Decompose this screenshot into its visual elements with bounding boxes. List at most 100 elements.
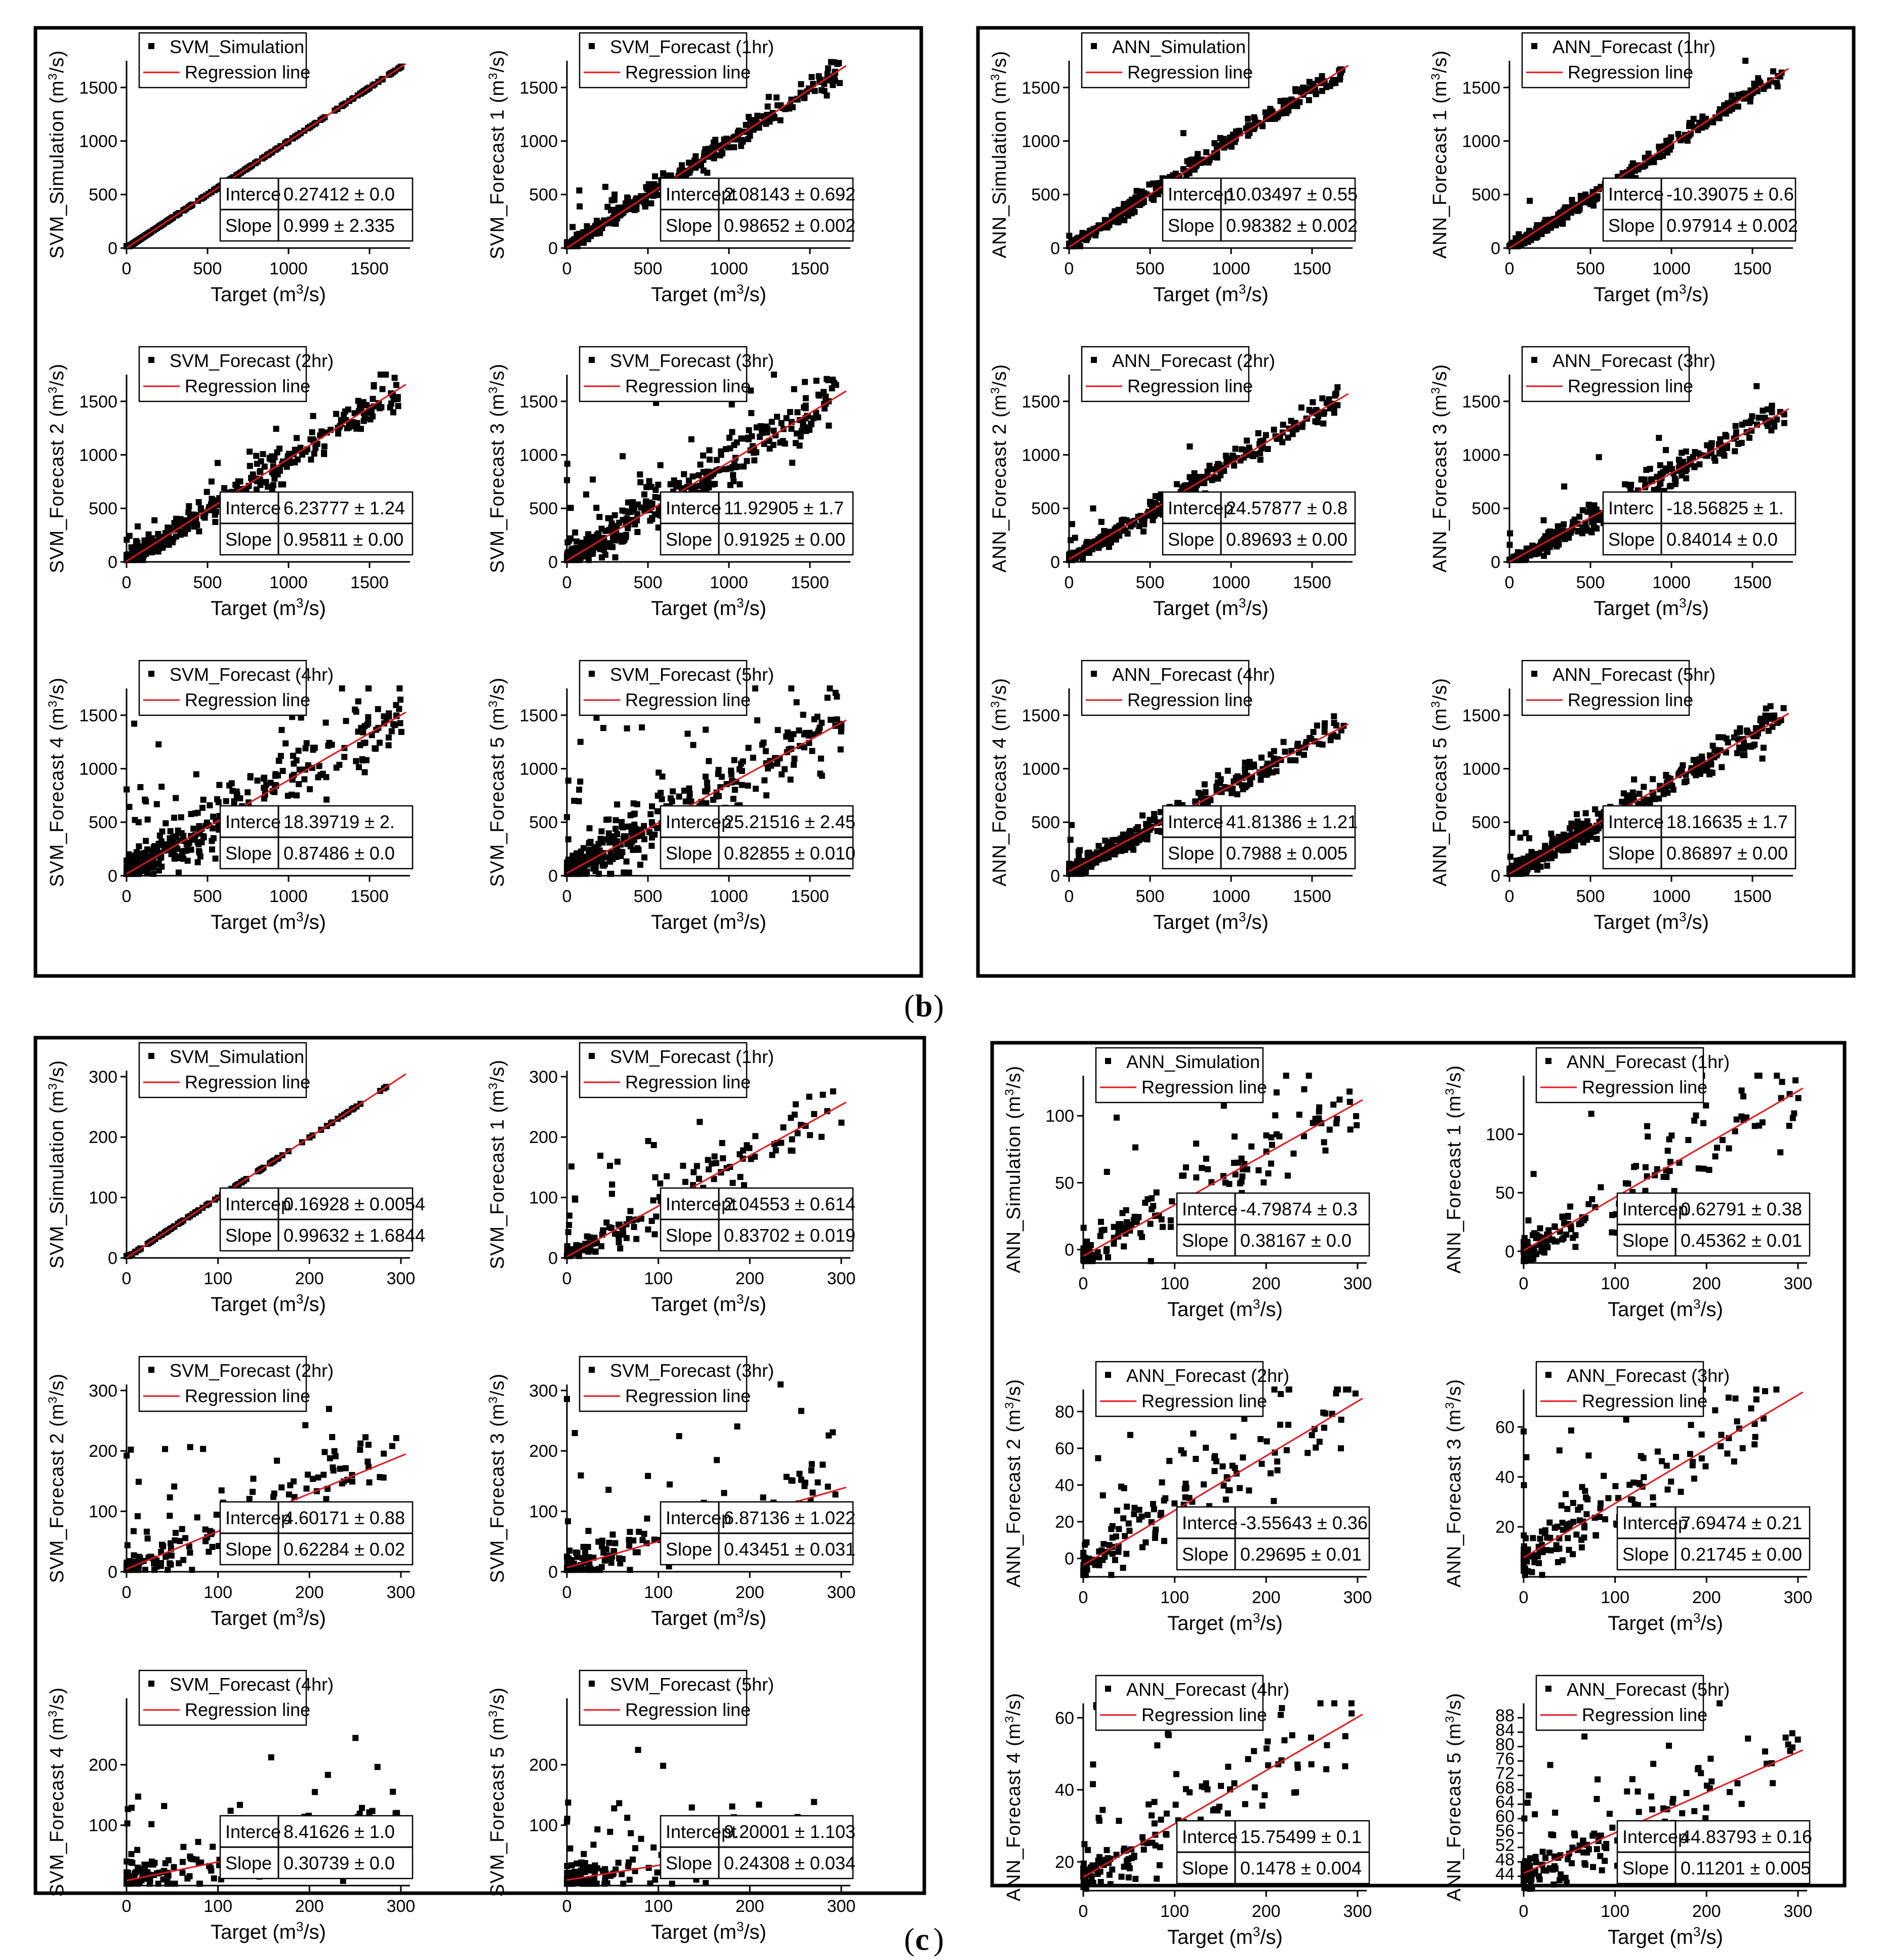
chart-b-ann-f1-point-343 xyxy=(1666,137,1673,144)
chart-b-svm-f1-point-77 xyxy=(777,117,784,124)
chart-b-ann-sim-point-360 xyxy=(1327,83,1333,90)
chart-b-ann-sim-point-399 xyxy=(1180,130,1187,136)
chart-b-svm-f2-point-169 xyxy=(357,426,364,432)
chart-b-svm-f3-point-207 xyxy=(726,434,733,441)
chart-b-svm-f1-point-306 xyxy=(712,137,719,143)
chart-b-svm-f2-point-409 xyxy=(235,478,241,484)
chart-b-ann-f5-x-tick-label-2: 1000 xyxy=(1652,887,1691,906)
chart-b-svm-f3-point-200 xyxy=(623,532,629,538)
chart-b-svm-f1-point-375 xyxy=(830,81,836,88)
chart-b-svm-f1-x-tick-label-3: 1500 xyxy=(791,259,829,278)
chart-b-svm-f3-x-label-part-0: Target (m xyxy=(651,597,737,620)
chart-b-ann-f4-point-396 xyxy=(1130,846,1137,853)
chart-b-svm-sim-stats-intercept-value: 0.27412 ± 0.0 xyxy=(283,184,395,205)
chart-b-ann-f4-point-17 xyxy=(1321,728,1328,735)
chart-b-ann-f1-stats-slope-label: Slope xyxy=(1608,215,1655,236)
chart-b-svm-f5-point-393 xyxy=(704,780,710,786)
chart-b-svm-f3-point-349 xyxy=(789,460,796,466)
chart-b-svm-f4-point-278 xyxy=(277,753,284,759)
chart-b-svm-f4-point-177 xyxy=(215,799,222,805)
chart-b-svm-f5-point-365 xyxy=(706,758,712,764)
chart-b-ann-f4-point-357 xyxy=(1321,722,1328,729)
chart-b-svm-f1-point-330 xyxy=(584,223,590,229)
chart-b-svm-f1-point-393 xyxy=(692,165,699,171)
chart-b-svm-f3-point-373 xyxy=(788,426,795,432)
chart-b-svm-f3-point-110 xyxy=(590,476,596,483)
chart-b-svm-f3-point-5 xyxy=(625,499,631,506)
chart-b-svm-f3-legend-marker xyxy=(589,357,595,363)
chart-b-ann-f3-point-58 xyxy=(1628,481,1634,488)
chart-b-svm-f5-point-154 xyxy=(612,817,619,824)
chart-b-svm-f5-point-270 xyxy=(817,770,824,777)
chart-b-svm-f2-point-84 xyxy=(309,429,315,435)
chart-b-svm-f2-point-301 xyxy=(371,383,377,390)
chart-b-ann-f2-x-label: Target (m3/s) xyxy=(1153,595,1269,620)
chart-b-svm-f3-point-312 xyxy=(700,469,707,475)
chart-b-svm-f3-point-284 xyxy=(778,420,785,426)
chart-b-svm-f4-x-tick-label-0: 0 xyxy=(122,887,132,906)
chart-b-svm-f4-point-247 xyxy=(162,820,169,827)
chart-b-svm-f5-point-318 xyxy=(619,823,625,830)
chart-b-svm-f4-point-341 xyxy=(262,786,268,792)
chart-b-ann-f3-point-337 xyxy=(1735,440,1742,447)
chart-b-ann-f3-point-340 xyxy=(1657,470,1664,477)
chart-b-ann-sim-y-tick-label-1: 500 xyxy=(1031,185,1060,205)
chart-b-ann-f3-point-404 xyxy=(1518,557,1524,563)
chart-b-ann-f3-point-255 xyxy=(1622,481,1628,487)
chart-b-ann-f1-point-396 xyxy=(1699,113,1706,120)
chart-b-svm-f2-legend xyxy=(138,346,307,402)
chart-b-ann-f4-point-193 xyxy=(1282,748,1288,755)
chart-b-svm-f2-y-label-part-2: /s) xyxy=(47,363,68,386)
chart-b-ann-f2-y-label-part-2: /s) xyxy=(989,364,1010,387)
chart-b-ann-f2-point-337 xyxy=(1113,535,1119,541)
chart-b-svm-f4-point-326 xyxy=(352,706,358,713)
chart-b-ann-sim-x-label-part-0: Target (m xyxy=(1153,283,1239,306)
chart-b-svm-f4-x-tick-label-1: 500 xyxy=(193,887,222,906)
chart-b-svm-f5-legend-regression-label: Regression line xyxy=(625,689,751,710)
chart-b-ann-f1-legend-marker xyxy=(1531,43,1537,49)
chart-b-ann-f2-point-260 xyxy=(1090,505,1096,512)
chart-b-svm-f4-stats-intercept-value: 18.39719 ± 2. xyxy=(283,811,395,832)
chart-b-svm-f4-point-210 xyxy=(290,753,297,759)
chart-b-ann-f1-y-tick-label-0: 0 xyxy=(1491,239,1500,258)
chart-b-svm-f4-point-393 xyxy=(124,866,131,873)
chart-b-ann-f2-point-391 xyxy=(1223,455,1230,462)
chart-b-ann-f4-y-label-part-2: /s) xyxy=(989,678,1010,701)
chart-b-ann-sim-point-395 xyxy=(1313,91,1320,97)
chart-b-svm-sim-y-tick-label-2: 1000 xyxy=(79,132,117,151)
chart-b-svm-f2-point-200 xyxy=(310,413,316,419)
chart-b-ann-f1-y-tick-label-3: 1500 xyxy=(1462,78,1500,98)
chart-b-svm-f3-point-97 xyxy=(802,395,809,401)
chart-b-svm-f3-point-390 xyxy=(805,424,811,431)
chart-b-svm-f2-y-label-part-0: SVM_Forecast 2 (m xyxy=(47,393,68,573)
chart-b-ann-f3-x-tick-label-2: 1000 xyxy=(1652,573,1691,592)
chart-b-ann-f1-stats-slope-value: 0.97914 ± 0.002 xyxy=(1666,215,1798,236)
chart-b-svm-f4-point-397 xyxy=(261,774,268,781)
chart-b-svm-f3-point-229 xyxy=(685,477,692,484)
chart-b-ann-f2-point-246 xyxy=(1331,410,1337,416)
chart-b-svm-f5-point-139 xyxy=(624,725,630,731)
chart-b-svm-f5-point-351 xyxy=(818,755,824,762)
chart-b-svm-f4-legend-marker xyxy=(148,671,154,677)
chart-b-svm-f5-point-97 xyxy=(752,685,758,691)
chart-b-svm-f4-x-label: Target (m3/s) xyxy=(211,909,326,933)
chart-b-svm-f4-point-70 xyxy=(216,782,223,788)
chart-b-svm-f4-legend-series-label: SVM_Forecast (4hr) xyxy=(170,664,334,685)
chart-b-svm-f2-point-297 xyxy=(394,396,401,402)
chart-b-svm-f4-point-293 xyxy=(174,854,181,861)
chart-b-svm-f1-regression-line xyxy=(566,65,847,249)
chart-b-svm-f5-x-label-part-2: /s) xyxy=(744,911,766,933)
chart-b-ann-f3-x-label-part-2: /s) xyxy=(1686,597,1708,620)
chart-b-svm-f1-point-333 xyxy=(593,218,600,224)
chart-b-svm-f1-point-358 xyxy=(692,153,699,159)
chart-b-svm-f5-point-215 xyxy=(654,808,661,814)
chart-b-ann-f2-point-398 xyxy=(1239,446,1245,453)
chart-b-svm-f3-stats-intercept-value: 11.92905 ± 1.7 xyxy=(724,498,844,518)
chart-b-ann-sim-stats-slope-value: 0.98382 ± 0.002 xyxy=(1226,215,1358,236)
chart-b-ann-f2-point-393 xyxy=(1173,481,1180,487)
chart-b-svm-f4-point-414 xyxy=(303,740,310,747)
chart-b-svm-f3-point-164 xyxy=(718,452,724,458)
